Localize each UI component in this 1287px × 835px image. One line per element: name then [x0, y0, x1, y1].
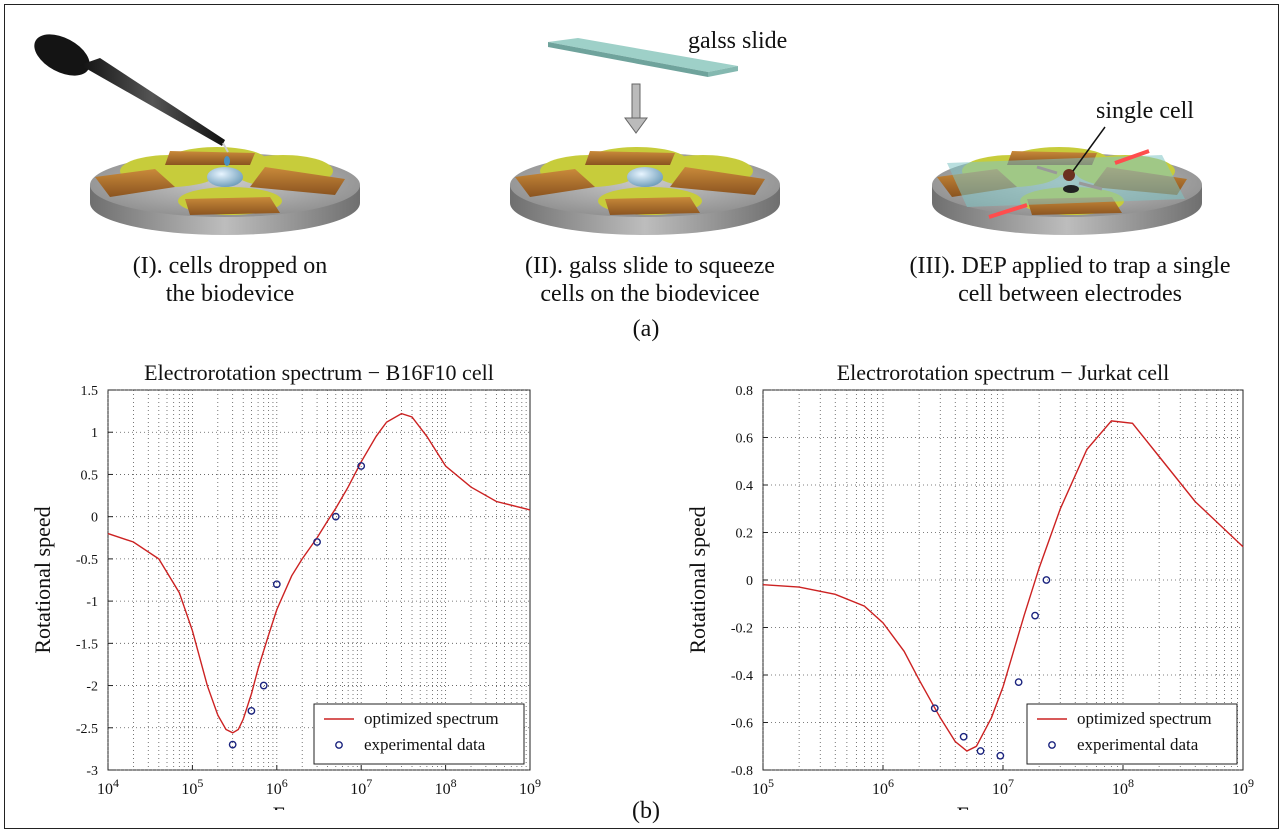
- device-3: [932, 126, 1202, 235]
- step-3-caption-line1: (III). DEP applied to trap a single: [909, 253, 1231, 279]
- step-1-caption: (I). cells dropped on the biodevice: [80, 252, 380, 308]
- experimental-data-point: [313, 538, 321, 546]
- x-tick-label: 107: [992, 776, 1014, 798]
- step-3-caption-line2: cell between electrodes: [958, 281, 1182, 307]
- optimized-spectrum-line: [762, 420, 1244, 752]
- y-tick-label: 1.5: [81, 384, 99, 399]
- step-1-caption-line1: (I). cells dropped on: [132, 253, 328, 279]
- device-illustrations: galss slide single cell: [34, 28, 1202, 235]
- y-tick-label: -1.5: [76, 637, 98, 652]
- x-tick-label: 105: [752, 776, 774, 798]
- x-tick-label: 107: [350, 776, 372, 798]
- y-tick-label: 0: [91, 511, 98, 526]
- x-tick-label: 106: [872, 776, 894, 798]
- panel-a-label: (a): [632, 316, 660, 342]
- step-2-caption-line1: (II). galss slide to squeeze: [525, 253, 775, 279]
- x-axis-label: Frequency: [273, 802, 366, 810]
- experimental-data-point: [228, 740, 237, 749]
- y-tick-label: 0.5: [81, 468, 99, 483]
- y-tick-label: -0.5: [76, 553, 98, 568]
- y-tick-label: 0: [746, 574, 753, 589]
- x-tick-label: 106: [266, 776, 288, 798]
- legend-label: experimental data: [1077, 735, 1199, 754]
- chart-title: Electrorotation spectrum − B16F10 cell: [144, 360, 494, 385]
- experimental-data-point: [247, 706, 256, 715]
- y-tick-label: -0.8: [731, 764, 753, 779]
- experimental-data-point: [976, 747, 985, 755]
- y-tick-label: -3: [86, 764, 98, 779]
- y-tick-label: -0.6: [731, 717, 753, 732]
- y-axis-label: Rotational speed: [30, 506, 55, 653]
- single-cell-annotation: single cell: [1096, 98, 1194, 124]
- x-tick-label: 104: [97, 776, 119, 798]
- legend-point-swatch: [335, 741, 343, 749]
- device-2: [510, 147, 780, 235]
- y-tick-label: -0.2: [731, 622, 753, 637]
- chart-title: Electrorotation spectrum − Jurkat cell: [837, 360, 1170, 385]
- panel-b-label: (b): [632, 798, 660, 824]
- legend-box: [1026, 703, 1238, 765]
- experimental-data-point: [959, 732, 968, 741]
- x-tick-label: 109: [1232, 776, 1254, 798]
- legend-point-swatch: [1048, 741, 1056, 749]
- x-tick-label: 105: [181, 776, 203, 798]
- step-2-caption: (II). galss slide to squeeze cells on th…: [480, 252, 820, 308]
- experimental-data-point: [1042, 576, 1051, 584]
- y-tick-label: -1: [86, 595, 98, 610]
- experimental-data-point: [272, 580, 281, 589]
- glass-slide-annotation: galss slide: [688, 28, 787, 54]
- optimized-spectrum-line: [107, 412, 531, 734]
- experimental-data-point: [259, 681, 268, 690]
- experimental-data-point: [1014, 678, 1023, 687]
- legend-box: [313, 703, 525, 765]
- step-2-caption-line2: cells on the biodevicee: [540, 281, 760, 307]
- glass-slide-icon: [548, 38, 738, 77]
- x-tick-label: 109: [519, 776, 541, 798]
- y-tick-label: -2.5: [76, 722, 98, 737]
- y-tick-label: 1: [91, 426, 98, 441]
- x-axis-label: Frequency: [957, 802, 1050, 810]
- step-3-caption: (III). DEP applied to trap a single cell…: [870, 252, 1270, 308]
- y-tick-label: 0.4: [736, 479, 754, 494]
- experimental-data-point: [996, 751, 1005, 760]
- step-1-caption-line2: the biodevice: [165, 281, 295, 307]
- y-tick-label: -2: [86, 680, 98, 695]
- experimental-data-point: [1031, 611, 1039, 620]
- down-arrow-icon: [624, 83, 648, 134]
- legend-label: experimental data: [364, 735, 486, 754]
- experimental-data-point: [357, 462, 366, 470]
- x-tick-label: 108: [435, 776, 457, 798]
- device-1: [90, 147, 360, 235]
- legend-label: optimized spectrum: [364, 709, 499, 728]
- y-tick-label: 0.2: [736, 527, 754, 542]
- experimental-data-point: [331, 512, 340, 521]
- legend-label: optimized spectrum: [1077, 709, 1212, 728]
- experimental-data-point: [930, 704, 939, 713]
- y-axis-label: Rotational speed: [685, 506, 710, 653]
- y-tick-label: -0.4: [731, 669, 753, 684]
- y-tick-label: 0.6: [736, 432, 754, 447]
- x-tick-label: 108: [1112, 776, 1134, 798]
- y-tick-label: 0.8: [736, 384, 754, 399]
- pipette-icon: [34, 34, 230, 166]
